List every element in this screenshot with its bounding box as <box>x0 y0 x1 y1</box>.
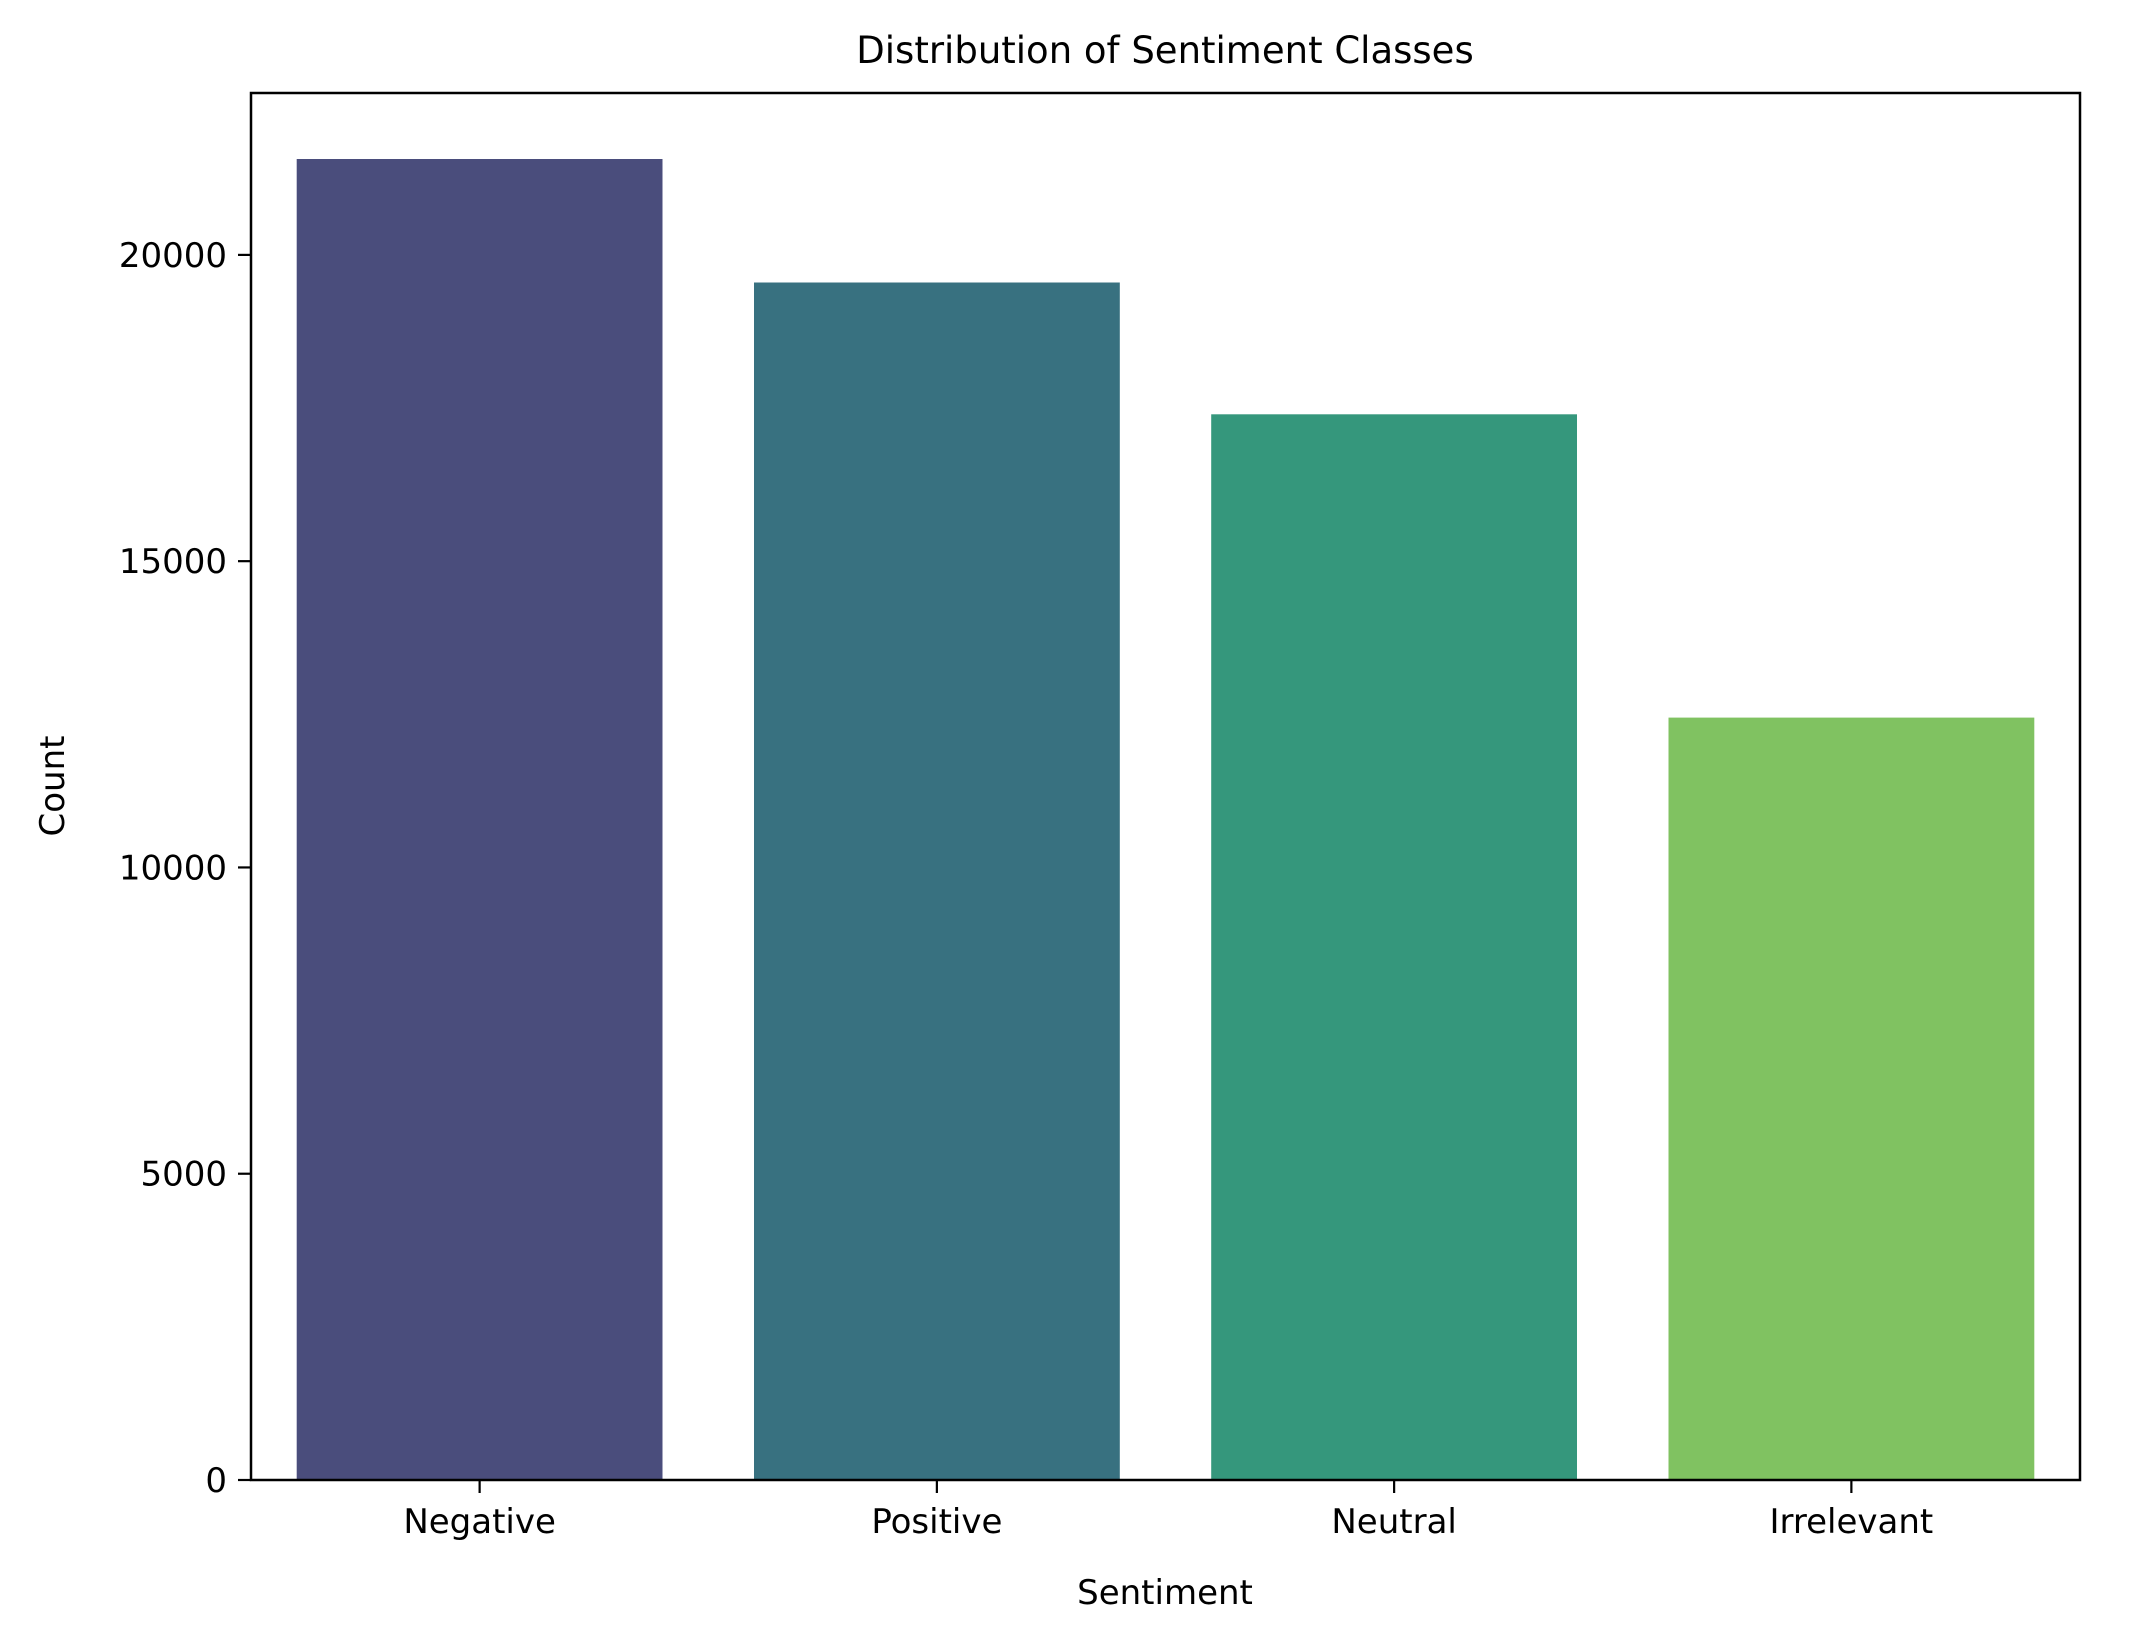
y-axis-label: Count <box>33 736 73 837</box>
x-tick-label: Negative <box>403 1502 556 1542</box>
y-tick-label: 20000 <box>119 236 227 276</box>
bar-irrelevant <box>1668 717 2035 1480</box>
y-tick-label: 15000 <box>119 542 227 582</box>
y-tick-label: 10000 <box>119 848 227 888</box>
y-tick-label: 5000 <box>140 1155 227 1195</box>
x-axis-label: Sentiment <box>1077 1573 1253 1613</box>
y-axis: 0 5000 10000 15000 20000 <box>119 236 251 1501</box>
bar-negative <box>296 159 663 1480</box>
x-tick-label: Neutral <box>1331 1502 1457 1542</box>
x-axis: Negative Positive Neutral Irrelevant <box>403 1480 1933 1542</box>
bar-neutral <box>1211 414 1577 1480</box>
x-tick-label: Irrelevant <box>1769 1502 1933 1542</box>
plot-frame <box>249 91 2082 1482</box>
y-tick-label: 0 <box>205 1461 227 1501</box>
bars-layer <box>296 159 2035 1480</box>
chart-title: Distribution of Sentiment Classes <box>856 29 1473 72</box>
bar-positive <box>754 282 1120 1480</box>
x-tick-label: Positive <box>871 1502 1002 1542</box>
